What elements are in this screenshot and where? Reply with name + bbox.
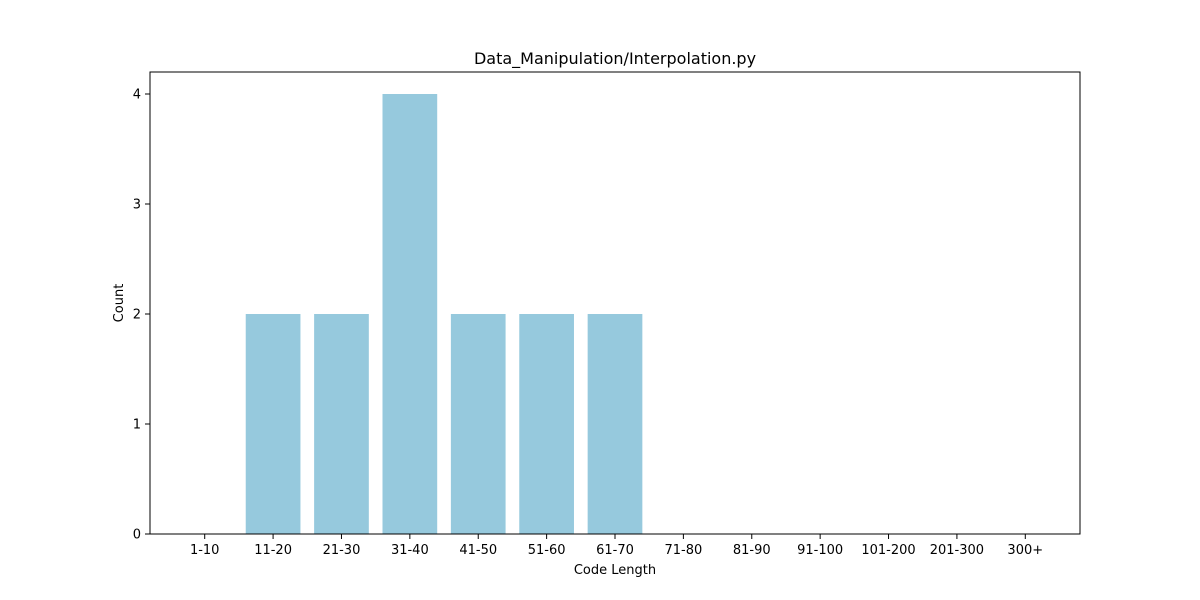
y-tick-label: 0 bbox=[133, 528, 141, 543]
bar-61-70 bbox=[587, 314, 643, 534]
chart-title: Data_Manipulation/Interpolation.py bbox=[474, 49, 756, 69]
x-tick-label: 31-40 bbox=[391, 543, 429, 558]
bar-31-40 bbox=[382, 94, 438, 534]
x-tick-label: 1-10 bbox=[190, 543, 220, 558]
bar-51-60 bbox=[519, 314, 574, 534]
x-tick-label: 201-300 bbox=[930, 543, 984, 558]
x-tick-label: 61-70 bbox=[596, 543, 634, 558]
bar-21-30 bbox=[314, 314, 369, 534]
x-tick-label: 71-80 bbox=[664, 543, 702, 558]
bar-11-20 bbox=[245, 314, 301, 534]
x-tick-label: 101-200 bbox=[861, 543, 915, 558]
bar-41-50 bbox=[450, 314, 506, 534]
y-tick-label: 4 bbox=[133, 88, 141, 103]
y-axis-ticks: 0 1 2 3 4 bbox=[133, 88, 150, 543]
y-tick-label: 2 bbox=[133, 308, 141, 323]
x-axis-ticks: 1-10 11-20 21-30 31-40 41-50 51-60 61-70 71-80 8… bbox=[190, 534, 1043, 558]
plot-frame bbox=[149, 71, 1081, 535]
x-tick-label: 91-100 bbox=[797, 543, 843, 558]
x-tick-label: 51-60 bbox=[528, 543, 566, 558]
y-axis-label: Count bbox=[112, 284, 127, 323]
y-tick-label: 1 bbox=[133, 418, 141, 433]
bars-layer bbox=[245, 94, 643, 534]
x-tick-label: 11-20 bbox=[254, 543, 292, 558]
x-axis-label: Code Length bbox=[574, 563, 656, 578]
x-tick-label: 300+ bbox=[1007, 543, 1043, 558]
x-tick-label: 81-90 bbox=[733, 543, 771, 558]
y-tick-label: 3 bbox=[133, 198, 141, 213]
x-tick-label: 21-30 bbox=[323, 543, 361, 558]
x-tick-label: 41-50 bbox=[459, 543, 497, 558]
